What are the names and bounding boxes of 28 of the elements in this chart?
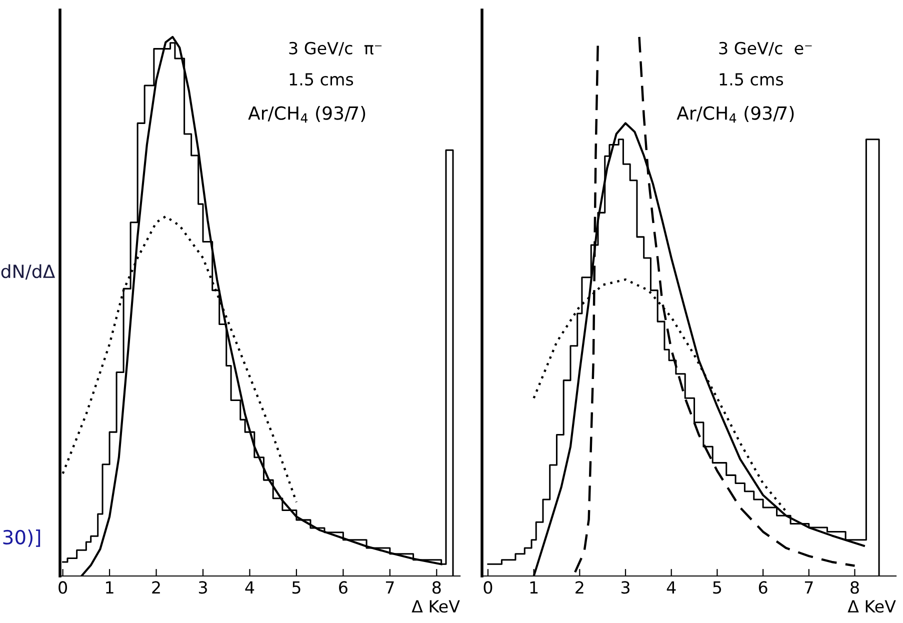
x-tick-label: 1 (106, 581, 114, 594)
x-tick-label: 8 (850, 581, 859, 594)
annotation: 3 GeV/c π⁻ (289, 42, 382, 56)
x-tick-label: 6 (758, 581, 768, 594)
x-tick-label: 4 (245, 581, 254, 594)
annotation: Ar/CH$_{4}$ (93/7) (248, 106, 366, 123)
x-tick-label: 0 (58, 581, 67, 594)
text: 30)] (3, 529, 40, 547)
x-tick-label: 7 (386, 581, 394, 594)
x-tick-label: 6 (339, 581, 348, 594)
x-tick-label: 1 (530, 581, 538, 594)
x-axis-title: Δ KeV (848, 600, 896, 613)
x-tick-label: 5 (292, 581, 300, 594)
x-axis-title: Δ KeV (412, 600, 460, 613)
x-tick-label: 7 (804, 581, 813, 594)
annotation: Ar/CH$_{4}$ (93/7) (676, 106, 794, 123)
x-tick-label: 8 (432, 581, 441, 594)
x-tick-label: 3 (621, 581, 630, 594)
x-tick-label: 3 (198, 581, 207, 594)
x-tick-label: 2 (152, 581, 160, 594)
annotation: 1.5 cms (720, 73, 784, 86)
x-tick-label: 4 (666, 581, 676, 594)
y-axis-title: dN/dΔ (1, 264, 56, 280)
x-tick-label: 5 (713, 581, 722, 594)
x-tick-label: 2 (576, 581, 584, 594)
x-tick-label: 0 (484, 581, 492, 594)
annotation: 1.5 cms (290, 73, 354, 86)
annotation: 3 GeV/c e⁻ (719, 42, 812, 56)
